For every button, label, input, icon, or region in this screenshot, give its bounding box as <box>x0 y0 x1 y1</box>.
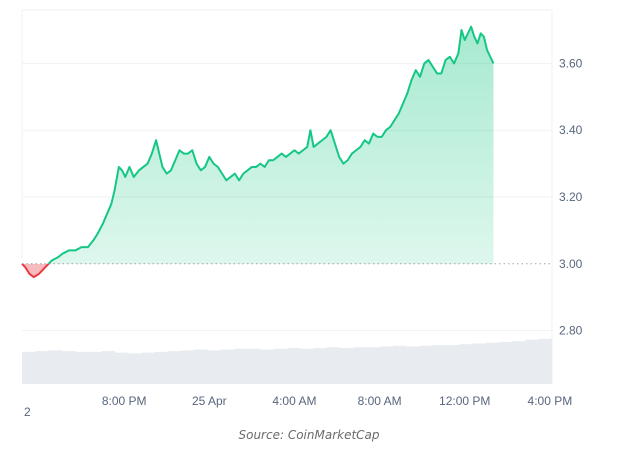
volume-bar <box>313 348 328 384</box>
volume-bar <box>326 347 341 384</box>
volume-bar <box>35 351 49 384</box>
volume-bar <box>260 349 275 384</box>
volume-bar <box>512 341 526 384</box>
volume-bar <box>22 351 36 384</box>
volume-bar <box>406 346 420 384</box>
volume-bar <box>194 349 208 384</box>
volume-bar <box>61 351 76 384</box>
y-tick-label: 2.80 <box>559 324 583 338</box>
volume-bar <box>379 346 394 384</box>
volume-bar <box>48 350 63 384</box>
x-tick-label: 25 Apr <box>192 394 227 408</box>
volume-bar <box>101 351 116 384</box>
price-area <box>22 26 494 278</box>
volume-bar <box>220 349 235 384</box>
y-tick-label: 3.60 <box>559 56 583 70</box>
volume-bar <box>181 350 195 384</box>
y-tick-label: 3.00 <box>559 257 583 271</box>
volume-bar <box>154 351 169 384</box>
volume-bar <box>393 345 407 384</box>
price-line <box>21 25 495 279</box>
volume-bar <box>287 348 301 384</box>
volume-bar <box>167 351 182 384</box>
volume-bar <box>207 350 222 384</box>
volume-bar <box>273 348 288 384</box>
volume-bar <box>141 352 155 384</box>
volume-bar <box>88 351 102 384</box>
y-tick-label: 3.20 <box>559 190 583 204</box>
volume-bar <box>472 343 487 384</box>
x-tick-label: 4:00 PM <box>528 394 573 408</box>
volume-bar <box>366 347 381 384</box>
x-tick-fragment: 2 <box>24 405 31 419</box>
x-tick-label: 8:00 PM <box>102 394 147 408</box>
volume-bar <box>446 344 460 384</box>
x-tick-label: 8:00 AM <box>358 394 402 408</box>
volume-bar <box>485 342 500 384</box>
volume-bar <box>247 348 261 384</box>
volume-bars <box>22 338 553 384</box>
x-tick-label: 4:00 AM <box>272 394 316 408</box>
volume-bar <box>340 348 354 384</box>
volume-bar <box>419 345 434 384</box>
volume-bar <box>300 348 314 384</box>
y-tick-label: 3.40 <box>559 123 583 137</box>
price-area-up <box>48 26 494 264</box>
volume-bar <box>128 353 142 384</box>
y-axis-ticks: 2.80 3.00 3.20 3.40 3.60 <box>559 56 583 337</box>
volume-bar <box>538 338 553 384</box>
volume-bar <box>353 347 367 384</box>
volume-bar <box>432 344 447 384</box>
x-axis-ticks: 8:00 PM 25 Apr 4:00 AM 8:00 AM 12:00 PM 4:00 … <box>24 394 572 419</box>
volume-bar <box>459 344 473 384</box>
volume-bar <box>234 348 248 384</box>
source-caption: Source: CoinMarketCap <box>238 428 380 442</box>
volume-bar <box>75 351 89 384</box>
price-line-up <box>22 25 495 264</box>
volume-bar <box>499 341 513 384</box>
volume-bar <box>525 339 540 384</box>
x-tick-label: 12:00 PM <box>439 394 490 408</box>
volume-bar <box>114 352 129 384</box>
